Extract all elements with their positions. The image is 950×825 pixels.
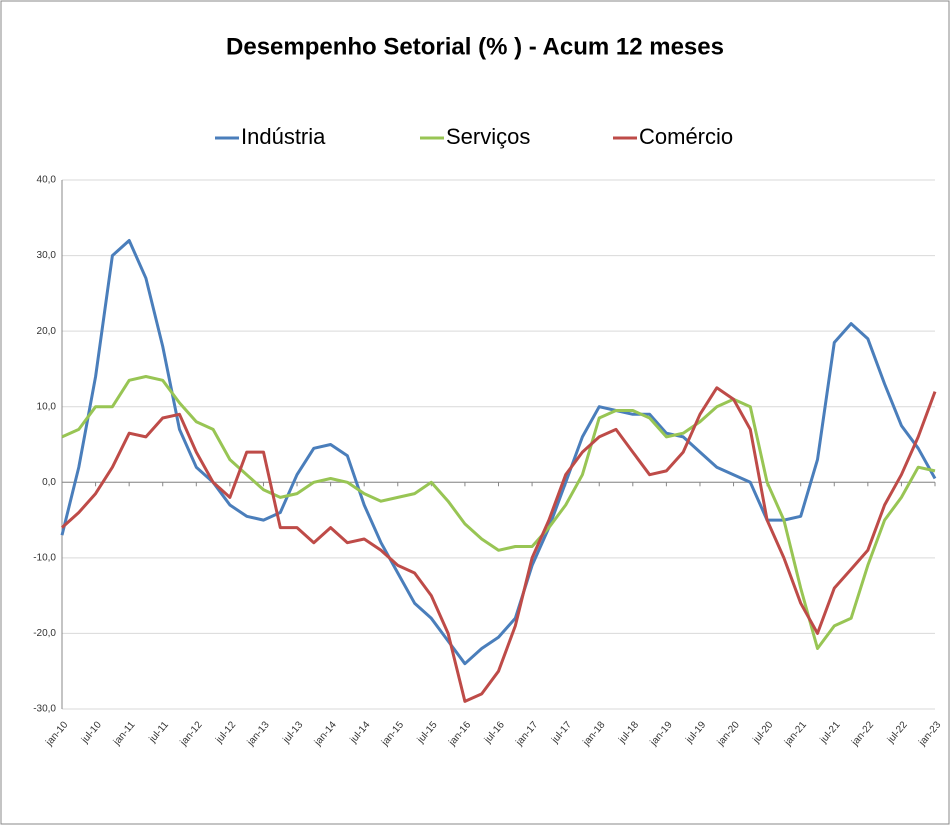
y-tick-label: -10,0 xyxy=(33,552,56,563)
y-tick-label: -20,0 xyxy=(33,628,56,639)
y-tick-label: 10,0 xyxy=(37,401,57,412)
series-line xyxy=(61,375,936,650)
y-tick-label: 20,0 xyxy=(37,326,57,337)
legend-label: Indústria xyxy=(241,124,326,149)
series-line xyxy=(60,239,937,666)
chart-title: Desempenho Setorial (% ) - Acum 12 meses xyxy=(226,33,724,60)
y-tick-label: 0,0 xyxy=(42,477,56,488)
y-tick-label: 30,0 xyxy=(37,250,57,261)
y-tick-label: 40,0 xyxy=(37,175,57,186)
series-line xyxy=(60,386,937,703)
legend-label: Comércio xyxy=(639,124,733,149)
legend-label: Serviços xyxy=(446,124,530,149)
y-tick-label: -30,0 xyxy=(33,704,56,715)
